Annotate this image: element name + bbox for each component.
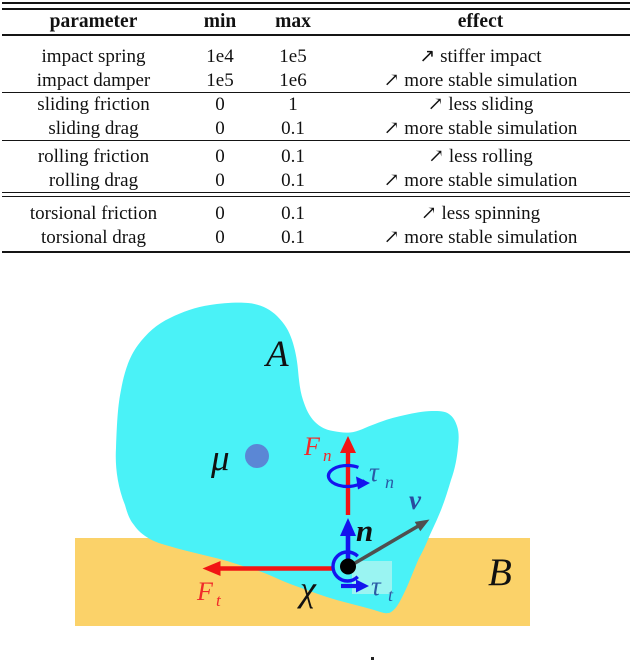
- cell-max: 0.1: [281, 146, 305, 168]
- torsion-arc-arrowhead: [356, 476, 370, 490]
- label-velocity: v: [409, 485, 422, 515]
- cell-max: 1e6: [279, 69, 307, 91]
- table-row-torsional-friction: torsional friction 0 0.1 ↗ less spinning: [2, 202, 630, 226]
- cell-effect: ↗ more stable simulation: [383, 169, 578, 191]
- normal-force-arrow-head: [340, 436, 356, 453]
- cell-min: 0: [215, 203, 225, 225]
- cell-min: 0: [215, 94, 225, 116]
- cell-effect: ↗ less spinning: [420, 203, 541, 225]
- cell-max: 0.1: [281, 203, 305, 225]
- tangent-force-arrow-head: [202, 561, 221, 576]
- cell-min: 1e4: [206, 46, 234, 68]
- label-tangent-torque: τ: [371, 571, 382, 601]
- cell-max: 0.1: [281, 117, 305, 139]
- table-row-sliding-drag: sliding drag 0 0.1 ↗ more stable simulat…: [2, 117, 630, 141]
- header-effect: effect: [331, 9, 630, 36]
- cell-min: 0: [215, 146, 225, 168]
- cell-param: torsional drag: [40, 226, 146, 248]
- label-mu: μ: [210, 438, 230, 479]
- cell-effect: ↗ more stable simulation: [383, 117, 578, 139]
- group-separator: [2, 92, 630, 93]
- label-normal-force-sub: n: [323, 446, 332, 465]
- velocity-arrow-shaft: [351, 523, 421, 567]
- contact-point: [340, 558, 356, 575]
- label-normal-torque-sub: n: [385, 472, 394, 492]
- tangent-torque-arrow-head: [356, 579, 369, 593]
- label-tangent-force: F: [196, 577, 214, 606]
- cell-max: 1: [288, 94, 298, 116]
- cell-max: 0.1: [281, 169, 305, 191]
- cell-min: 0: [215, 117, 225, 139]
- table-row-torsional-drag: torsional drag 0 0.1 ↗ more stable simul…: [2, 226, 630, 250]
- contact-rotation-circle: [331, 550, 359, 583]
- cell-min: 0: [215, 226, 225, 248]
- group-separator-double: [2, 192, 630, 197]
- cell-effect: ↗ stiffer impact: [419, 46, 542, 68]
- mu-dot: [245, 444, 269, 468]
- cell-effect: ↗ more stable simulation: [383, 226, 578, 248]
- table-row-impact-damper: impact damper 1e5 1e6 ↗ more stable simu…: [2, 69, 630, 93]
- cell-param: torsional friction: [29, 203, 158, 225]
- table-row-rolling-drag: rolling drag 0 0.1 ↗ more stable simulat…: [2, 169, 630, 193]
- table-row-sliding-friction: sliding friction 0 1 ↗ less sliding: [2, 93, 630, 117]
- header-min: min: [185, 9, 255, 36]
- label-tangent-torque-sub: t: [388, 585, 394, 605]
- cell-param: impact damper: [36, 69, 151, 91]
- cell-effect: ↗ more stable simulation: [383, 69, 578, 91]
- group-separator: [2, 140, 630, 141]
- header-max: max: [255, 9, 331, 36]
- torsion-arc: [326, 463, 366, 489]
- cell-param: sliding friction: [37, 94, 150, 116]
- cell-param: sliding drag: [48, 117, 139, 139]
- cell-effect: ↗ less rolling: [428, 146, 533, 168]
- label-chi: χ: [297, 569, 317, 609]
- label-body-a: A: [263, 334, 289, 375]
- normal-arrow-head: [340, 518, 356, 536]
- cell-param: impact spring: [41, 46, 146, 68]
- cell-max: 0.1: [281, 226, 305, 248]
- label-normal: n: [356, 513, 373, 548]
- label-tangent-force-sub: t: [216, 591, 222, 610]
- label-body-b: B: [488, 551, 512, 594]
- cell-param: rolling friction: [37, 146, 150, 168]
- header-parameter: parameter: [2, 9, 185, 36]
- label-normal-torque: τ: [369, 457, 380, 487]
- parameters-table: parameter min max effect impact spring 1…: [2, 8, 630, 253]
- cell-min: 0: [215, 169, 225, 191]
- table-row-rolling-friction: rolling friction 0 0.1 ↗ less rolling: [2, 145, 630, 169]
- cell-max: 1e5: [279, 46, 307, 68]
- label-normal-force: F: [303, 432, 321, 461]
- body-a-shape: [115, 302, 459, 614]
- parameters-table-wrap: parameter min max effect impact spring 1…: [2, 2, 630, 253]
- cell-effect: ↗ less sliding: [427, 94, 534, 116]
- table-row-impact-spring: impact spring 1e4 1e5 ↗ stiffer impact: [2, 45, 630, 69]
- cell-min: 1e5: [206, 69, 234, 91]
- cell-param: rolling drag: [48, 169, 139, 191]
- velocity-arrow-head: [414, 519, 430, 532]
- table-header-row: parameter min max effect: [2, 9, 630, 36]
- caption-fragment-dot: [371, 657, 374, 660]
